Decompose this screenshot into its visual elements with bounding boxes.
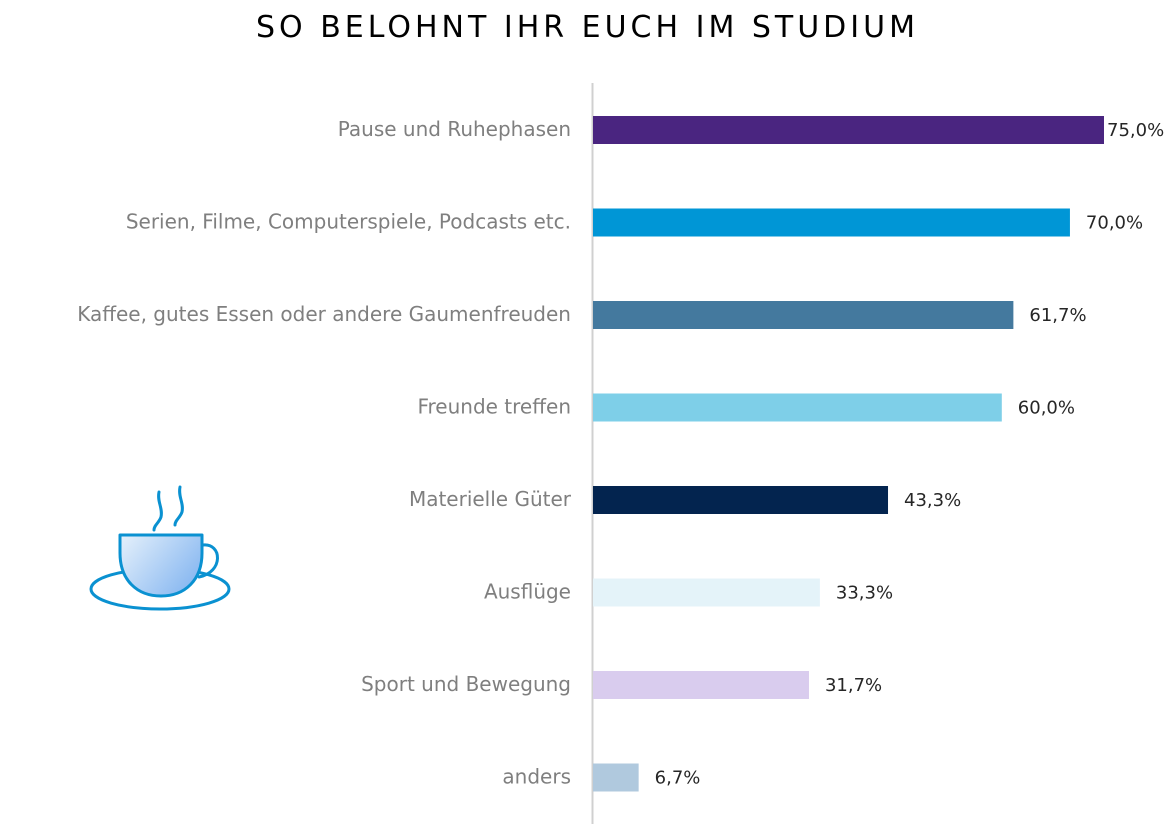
category-label: Ausflüge: [484, 580, 571, 604]
bar: [593, 671, 809, 699]
bar: [593, 578, 820, 607]
coffee-cup-icon: [89, 485, 231, 611]
value-label: 70,0%: [1086, 213, 1143, 234]
category-label: Serien, Filme, Computerspiele, Podcasts …: [126, 210, 571, 234]
category-label: anders: [502, 765, 571, 789]
bar: [593, 208, 1070, 237]
value-label: 33,3%: [836, 583, 893, 604]
category-label: Kaffee, gutes Essen oder andere Gaumenfr…: [77, 302, 571, 326]
value-label: 31,7%: [825, 675, 882, 696]
category-label: Pause und Ruhephasen: [338, 117, 571, 141]
value-label: 43,3%: [904, 490, 961, 511]
category-label: Freunde treffen: [417, 395, 571, 419]
category-label: Materielle Güter: [409, 487, 572, 511]
bar: [593, 763, 639, 792]
bar: [593, 486, 889, 514]
value-label: 75,0%: [1107, 120, 1164, 141]
bar: [593, 393, 1002, 422]
bars-layer: Pause und Ruhephasen 75,0% Serien, Filme, …: [77, 116, 1164, 792]
value-label: 61,7%: [1029, 305, 1086, 326]
bar: [593, 116, 1104, 144]
value-label: 60,0%: [1018, 398, 1075, 419]
chart-title: SO BELOHNT IHR EUCH IM STUDIUM: [256, 10, 919, 45]
value-label: 6,7%: [655, 768, 701, 789]
category-label: Sport und Bewegung: [361, 672, 571, 696]
bar: [593, 301, 1014, 329]
